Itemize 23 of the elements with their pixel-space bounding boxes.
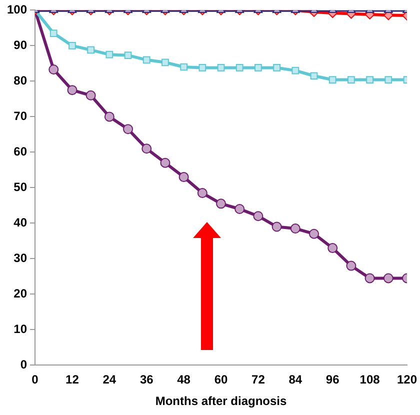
y-tick-label: 0 — [20, 358, 28, 372]
y-tick-label: 20 — [14, 286, 28, 301]
y-tick-label: 100 — [6, 2, 28, 17]
x-axis-title: Months after diagnosis — [155, 394, 288, 408]
x-tick-label: 60 — [214, 372, 228, 387]
y-tick-label: 80 — [14, 74, 28, 88]
x-tick-label: 72 — [252, 372, 266, 387]
x-tick-label: 120 — [396, 372, 418, 387]
y-tick-label: 70 — [14, 109, 28, 124]
x-tick-label: 12 — [66, 372, 80, 387]
x-tick-label: 24 — [102, 372, 116, 387]
y-tick-label: 90 — [14, 38, 28, 52]
x-tick-label: 84 — [288, 372, 302, 387]
y-tick-label: 40 — [14, 216, 28, 230]
x-tick-label: 96 — [326, 372, 340, 387]
y-tick-label: 10 — [14, 322, 28, 336]
y-tick-label: 60 — [14, 144, 28, 159]
x-tick-label: 108 — [360, 372, 380, 387]
x-tick-label: 0 — [32, 372, 39, 387]
y-tick-label: 30 — [14, 251, 28, 266]
x-tick-label: 36 — [140, 372, 154, 387]
x-tick-label: 48 — [177, 372, 191, 387]
y-tick-label: 50 — [14, 180, 28, 194]
